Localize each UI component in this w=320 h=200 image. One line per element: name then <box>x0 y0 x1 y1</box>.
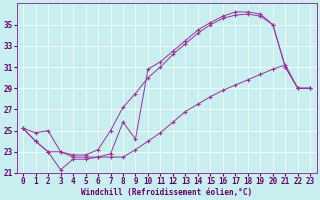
X-axis label: Windchill (Refroidissement éolien,°C): Windchill (Refroidissement éolien,°C) <box>81 188 252 197</box>
